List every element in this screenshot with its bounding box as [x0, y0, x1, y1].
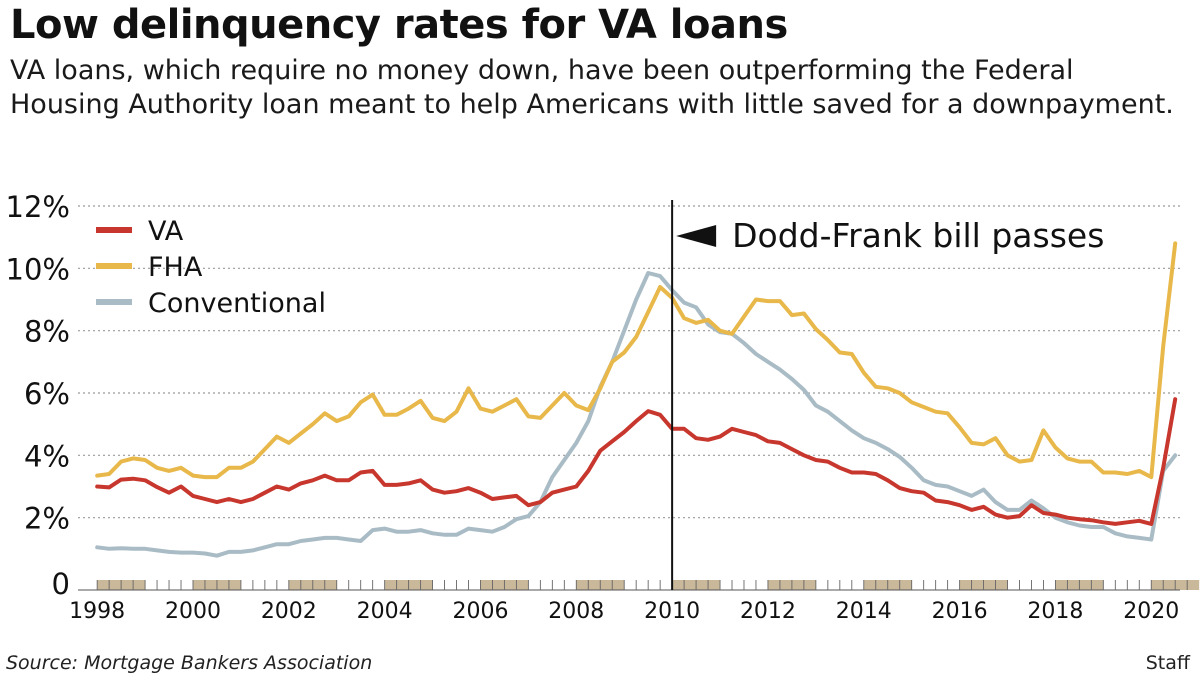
x-tick-label-4: 2006 [452, 599, 508, 624]
x-axis-band [78, 580, 1200, 591]
x-tick-label-7: 2012 [740, 599, 796, 624]
y-tick-label-6: 12% [6, 190, 70, 224]
y-tick-label-2: 4% [24, 439, 70, 473]
x-tick-label-11: 2020 [1123, 599, 1179, 624]
x-tick-label-9: 2016 [932, 599, 988, 624]
x-axis-ticks: 1998 2000 2002 2004 2006 2008 2010 2012 2014 2016… [69, 599, 1179, 624]
series-line-va [95, 397, 1178, 526]
x-tick-label-1: 2000 [165, 599, 221, 624]
legend-label-conventional: Conventional [148, 288, 326, 319]
x-tick-label-0: 1998 [69, 599, 125, 624]
x-tick-label-10: 2018 [1027, 599, 1083, 624]
annotation: Dodd-Frank bill passes [671, 200, 1104, 590]
y-tick-label-5: 10% [6, 252, 70, 286]
y-axis-ticks: 0 2% 4% 6% 8% 10% 12% [6, 190, 70, 601]
series-lines [95, 241, 1178, 558]
annotation-label: Dodd-Frank bill passes [732, 216, 1104, 255]
series-line-fha [95, 241, 1178, 480]
y-tick-label-1: 2% [24, 502, 70, 536]
legend-label-fha: FHA [148, 252, 203, 283]
legend-label-va: VA [148, 216, 184, 247]
y-tick-label-0: 0 [52, 567, 70, 601]
y-tick-label-4: 8% [24, 315, 70, 349]
x-tick-label-2: 2002 [261, 599, 317, 624]
series-line-conventional [95, 271, 1178, 558]
source-note: Source: Mortgage Bankers Association [6, 652, 373, 674]
annotation-arrow [676, 225, 717, 247]
x-tick-label-5: 2008 [548, 599, 604, 624]
line-chart: Dodd-Frank bill passes 0 2% 4% 6% 8% 10% 12% 1… [6, 190, 1200, 624]
x-tick-label-6: 2010 [644, 599, 700, 624]
y-tick-label-3: 6% [24, 377, 70, 411]
legend: VA FHA Conventional [96, 216, 326, 319]
grid-lines [78, 205, 1180, 519]
x-tick-label-3: 2004 [357, 599, 413, 624]
credit-note: Staff [1145, 652, 1190, 674]
chart-title: Low delinquency rates for VA loans [10, 2, 788, 48]
x-tick-label-8: 2014 [836, 599, 892, 624]
chart-subtitle: VA loans, which require no money down, h… [10, 55, 1174, 120]
